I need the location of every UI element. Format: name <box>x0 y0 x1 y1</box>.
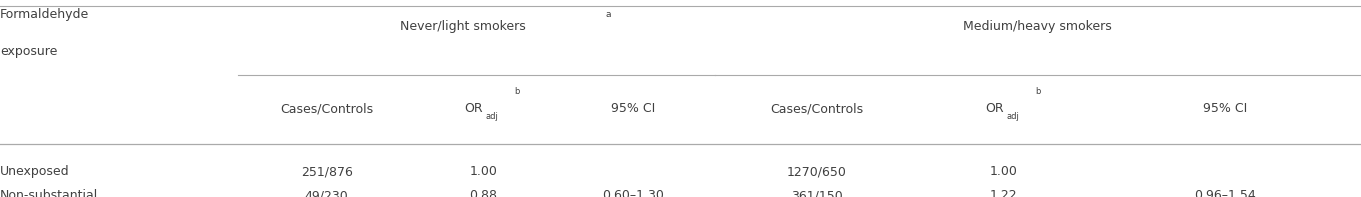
Text: b: b <box>514 87 520 96</box>
Text: b: b <box>1034 87 1040 96</box>
Text: 1270/650: 1270/650 <box>787 165 847 178</box>
Text: 0.60–1.30: 0.60–1.30 <box>602 189 664 197</box>
Text: adj: adj <box>1006 112 1019 121</box>
Text: OR: OR <box>464 102 483 115</box>
Text: 0.88: 0.88 <box>470 189 497 197</box>
Text: 0.96–1.54: 0.96–1.54 <box>1194 189 1256 197</box>
Text: 251/876: 251/876 <box>301 165 352 178</box>
Text: 95% CI: 95% CI <box>1203 102 1247 115</box>
Text: Medium/heavy smokers: Medium/heavy smokers <box>964 20 1112 33</box>
Text: 1.00: 1.00 <box>989 165 1018 178</box>
Text: exposure: exposure <box>0 45 57 58</box>
Text: 1.22: 1.22 <box>989 189 1018 197</box>
Text: 1.00: 1.00 <box>470 165 497 178</box>
Text: Non-substantial: Non-substantial <box>0 189 98 197</box>
Text: Never/light smokers: Never/light smokers <box>400 20 525 33</box>
Text: Formaldehyde: Formaldehyde <box>0 8 90 21</box>
Text: a: a <box>606 10 611 19</box>
Text: Cases/Controls: Cases/Controls <box>280 102 373 115</box>
Text: 49/230: 49/230 <box>305 189 348 197</box>
Text: 95% CI: 95% CI <box>611 102 655 115</box>
Text: Unexposed: Unexposed <box>0 165 69 178</box>
Text: adj: adj <box>486 112 498 121</box>
Text: OR: OR <box>985 102 1004 115</box>
Text: 361/150: 361/150 <box>791 189 842 197</box>
Text: Cases/Controls: Cases/Controls <box>770 102 863 115</box>
